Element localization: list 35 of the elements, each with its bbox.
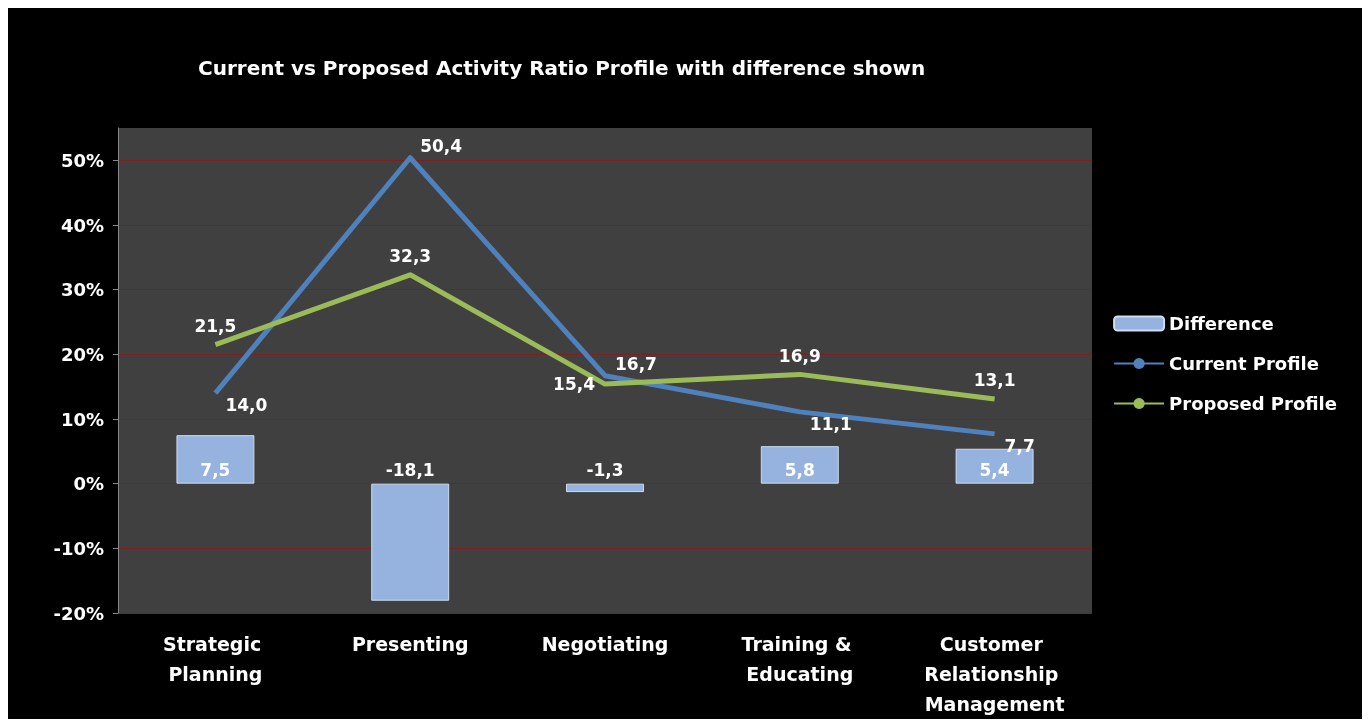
data-label: 16,9 [778, 345, 821, 366]
y-tick-label: 40% [60, 214, 104, 236]
data-label: 16,7 [615, 353, 657, 374]
bar [371, 483, 450, 601]
legend-label: Difference [1169, 313, 1274, 334]
x-tick-label: Presenting [351, 633, 469, 655]
data-label: 50,4 [420, 135, 463, 156]
x-tick-label: Negotiating [541, 633, 669, 655]
bar [760, 446, 839, 484]
bar [176, 435, 255, 484]
y-tick-label: 0% [73, 473, 104, 495]
x-tick-label: Strategic Planning [162, 633, 268, 685]
data-label: 5,8 [784, 460, 815, 481]
y-tick-label: -20% [53, 602, 104, 624]
data-label: 32,3 [389, 246, 432, 267]
y-tick-label: 10% [60, 408, 104, 430]
data-label: -18,1 [385, 460, 435, 481]
data-label: 13,1 [973, 370, 1016, 391]
bar [566, 483, 644, 493]
data-label: 5,4 [979, 460, 1010, 481]
data-label: 14,0 [225, 395, 268, 416]
y-tick-label: 30% [60, 279, 104, 301]
y-tick-label: 20% [60, 343, 104, 365]
legend-label: Proposed Profile [1169, 393, 1338, 414]
data-label: 11,1 [809, 413, 852, 434]
data-label: 7,5 [200, 460, 231, 481]
legend-label: Current Profile [1169, 353, 1319, 374]
y-tick-label: -10% [53, 537, 104, 559]
data-label: 21,5 [194, 316, 237, 337]
x-tick-label: Training & Educating [741, 633, 859, 685]
x-tick-label: Customer Relationship Management [924, 633, 1065, 715]
y-tick-label: 50% [60, 149, 104, 171]
data-label: 15,4 [553, 374, 596, 395]
data-label: -1,3 [586, 460, 624, 481]
chart-title: Current vs Proposed Activity Ratio Profile with difference shown [198, 56, 926, 80]
